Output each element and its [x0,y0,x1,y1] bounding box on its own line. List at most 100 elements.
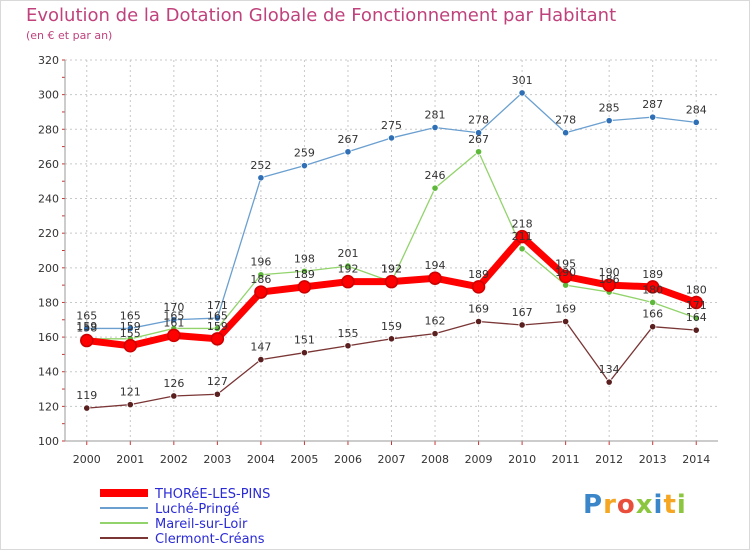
x-tick-label: 2011 [552,453,580,466]
data-point [474,317,483,326]
data-label: 119 [76,389,97,402]
data-point [518,245,526,253]
data-label: 186 [250,273,271,286]
data-label: 189 [468,268,489,281]
data-point [300,349,309,357]
data-label: 195 [555,257,576,270]
data-label: 159 [76,320,97,333]
y-tick-label: 240 [38,193,59,206]
data-point [341,274,355,289]
x-tick-label: 2004 [247,453,275,466]
data-label: 218 [512,218,533,231]
data-point [431,330,439,338]
y-tick-label: 120 [38,400,59,413]
x-tick-label: 2010 [508,453,536,466]
y-tick-label: 260 [38,158,59,171]
data-label: 267 [337,133,358,146]
data-label: 180 [642,283,663,296]
x-tick-label: 2014 [682,453,710,466]
data-label: 285 [599,102,620,115]
data-label: 246 [425,169,446,182]
data-point [210,332,225,346]
data-point [518,89,526,97]
data-label: 284 [686,103,707,116]
data-point [605,378,613,386]
data-point [387,335,396,343]
data-label: 196 [250,256,271,269]
chart-subtitle: (en € et par an) [26,29,113,42]
data-point [428,271,442,285]
data-label: 252 [250,159,271,172]
data-label: 151 [294,334,315,347]
data-label: 159 [120,320,141,333]
data-point [80,333,94,348]
data-label: 192 [381,263,402,276]
data-point [344,262,352,270]
data-label: 301 [512,74,533,87]
data-point [126,401,134,409]
y-tick-label: 140 [38,366,59,379]
data-label: 169 [555,303,576,316]
data-label: 155 [337,327,358,340]
data-point [83,324,91,333]
y-tick-label: 100 [38,435,59,448]
data-label: 194 [425,259,446,272]
data-point [645,280,660,294]
data-point [692,118,700,126]
data-label: 165 [76,309,97,322]
data-label: 192 [337,263,358,276]
data-label: 161 [163,316,184,329]
y-tick-label: 300 [38,89,59,102]
data-label: 127 [207,375,228,388]
y-tick-label: 280 [38,123,59,136]
data-point [83,404,91,412]
chart-title: Evolution de la Dotation Globale de Fonc… [26,5,617,26]
data-label: 201 [337,247,358,260]
data-point [257,356,265,364]
data-point [170,392,178,400]
y-tick-label: 200 [38,262,59,275]
data-label: 159 [207,320,228,333]
y-tick-label: 180 [38,296,59,309]
data-point [471,280,486,294]
data-label: 134 [599,363,620,376]
data-label: 281 [425,109,446,122]
data-point [297,280,312,294]
data-label: 275 [381,119,402,132]
data-label: 164 [686,311,707,324]
data-point [649,113,657,121]
data-point [692,326,700,334]
data-label: 155 [120,327,141,340]
data-point [387,134,396,142]
x-tick-label: 2001 [116,453,144,466]
data-label: 171 [207,299,228,312]
data-point [431,184,439,192]
x-tick-label: 2006 [334,453,362,466]
data-label: 180 [686,283,707,296]
data-label: 267 [468,133,489,146]
data-point [692,314,700,322]
data-label: 121 [120,386,141,399]
data-point [562,129,570,137]
data-label: 165 [120,309,141,322]
data-point [300,162,309,170]
data-label: 189 [294,268,315,281]
data-point [300,267,309,275]
data-point [605,117,613,125]
data-point [213,324,221,333]
data-point [558,269,573,284]
data-label: 278 [468,114,489,127]
x-tick-label: 2005 [290,453,318,466]
data-point [562,317,570,326]
data-point [123,339,138,353]
data-point [649,298,657,307]
data-point [254,285,268,299]
x-tick-label: 2007 [378,453,406,466]
data-label: 147 [250,341,271,354]
data-point [126,324,134,333]
data-point [602,278,616,292]
x-tick-label: 2013 [639,453,667,466]
data-point [170,316,178,324]
data-label: 259 [294,147,315,160]
